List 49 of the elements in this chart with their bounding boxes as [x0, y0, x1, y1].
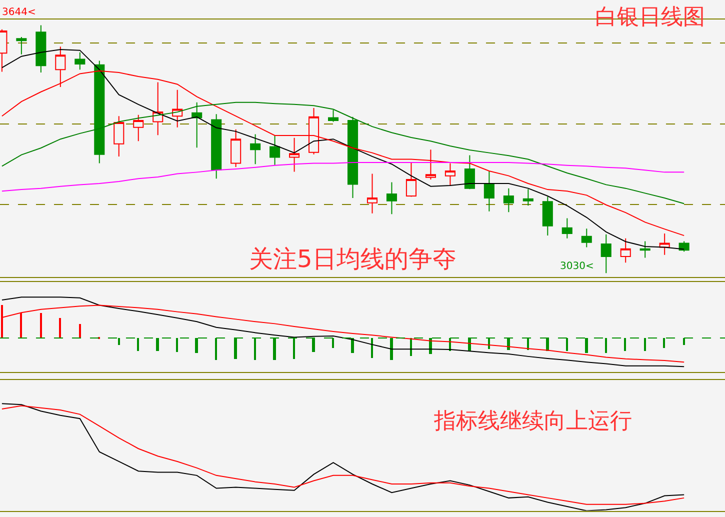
- annotation: 指标线继续向上运行: [433, 409, 632, 434]
- bar: [176, 338, 178, 352]
- candlestick: [581, 228, 592, 248]
- candlestick: [211, 114, 222, 180]
- bar: [156, 338, 159, 351]
- annotation: 关注5日均线的争夺: [249, 245, 456, 273]
- candlestick: [562, 218, 572, 239]
- candlestick: [386, 182, 398, 215]
- candlestick: [659, 233, 670, 256]
- candlestick: [640, 240, 650, 258]
- candlestick: [289, 137, 300, 172]
- candlestick: [406, 162, 416, 198]
- bar: [371, 338, 373, 358]
- candlestick: [620, 238, 631, 264]
- candlestick: [678, 240, 690, 252]
- text: 3644<: [2, 7, 36, 18]
- candlestick: [192, 102, 202, 148]
- bar: [20, 312, 22, 338]
- candlestick: [270, 134, 280, 166]
- candlestick: [522, 188, 534, 206]
- candlestick: [133, 114, 144, 142]
- candlestick: [444, 162, 456, 186]
- candlestick: [366, 173, 378, 214]
- candlestick: [600, 234, 612, 274]
- candlestick: [250, 134, 261, 165]
- bar: [644, 338, 646, 351]
- bar: [624, 338, 626, 351]
- candlestick: [94, 60, 105, 164]
- candlestick: [308, 108, 320, 155]
- candlestick: [328, 110, 339, 122]
- bar: [40, 312, 42, 338]
- candlestick: [114, 116, 124, 157]
- candlestick: [464, 154, 475, 190]
- candlestick: [347, 116, 358, 199]
- candlestick: [230, 128, 242, 168]
- annotation: 3030<: [560, 261, 594, 272]
- bar: [137, 338, 139, 351]
- candlestick: [542, 196, 553, 236]
- candlestick: [484, 170, 494, 212]
- bar: [59, 318, 61, 338]
- candlestick: [425, 149, 436, 180]
- candlestick: [36, 24, 46, 74]
- candlestick: [74, 52, 86, 70]
- bar: [605, 338, 607, 353]
- candlestick: [172, 89, 183, 128]
- candlestick: [503, 188, 514, 213]
- bar: [79, 324, 81, 338]
- candlestick: [16, 36, 27, 55]
- bar: [390, 338, 393, 360]
